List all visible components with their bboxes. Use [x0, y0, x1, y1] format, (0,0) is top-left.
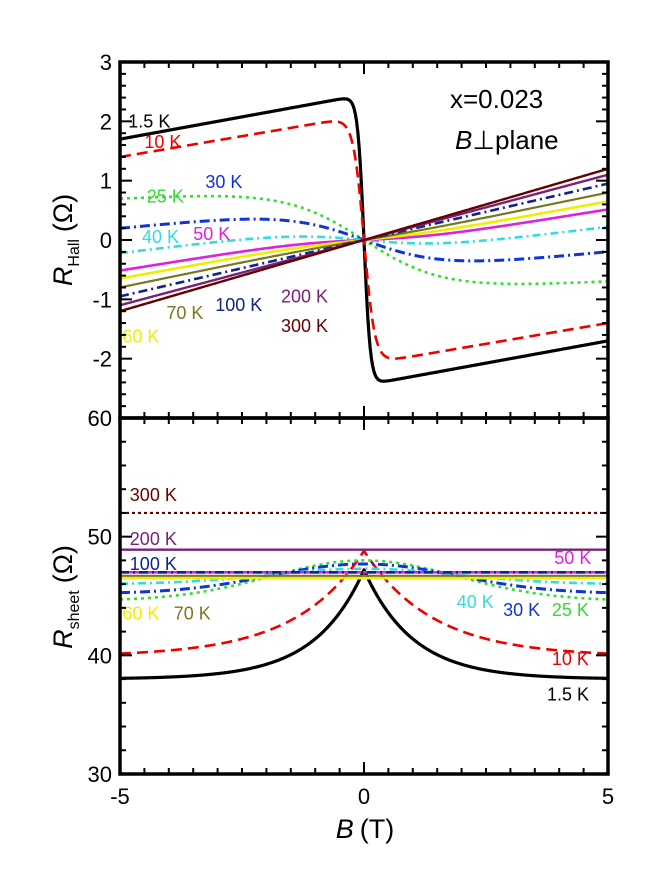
top-ytick-label: 0 [100, 228, 112, 253]
top-y-axis-label: RHall (Ω) [48, 194, 83, 286]
top-label-25k: 25 K [147, 187, 184, 207]
bottom-ytick-label: 30 [88, 762, 112, 787]
bottom-label-30k: 30 K [503, 600, 540, 620]
bottom-ytick-label: 40 [88, 643, 112, 668]
bottom-label-50k: 50 K [554, 548, 591, 568]
annotation-field-text: ⊥plane [472, 125, 558, 155]
bottom-label-70k: 70 K [174, 604, 211, 624]
plot-layer: 1.5 K10 K25 K30 K40 K 50 K60 K70 K 100 K 20… [88, 50, 615, 809]
bottom-ytick-label: 50 [88, 525, 112, 550]
top-y-axis-label-symbol: R [48, 267, 78, 287]
top-y-axis-label-subscript: Hall [66, 239, 83, 267]
bottom-series-25k [120, 559, 608, 601]
bottom-y-axis-label-symbol: R [48, 629, 78, 649]
bottom-xtick-label: 5 [602, 784, 614, 809]
top-y-axis-label-unit: (Ω) [48, 194, 78, 232]
top-label-60k: 60 K [122, 327, 159, 347]
bottom-series-15k [120, 568, 608, 680]
top-ytick-label: 3 [100, 50, 112, 75]
top-label-200k: 200 K [281, 286, 328, 306]
annotation-field: B⊥plane [455, 125, 559, 155]
top-ytick-label: 1 [100, 169, 112, 194]
bottom-label-10k: 10 K [552, 649, 589, 669]
bottom-xtick-label: -5 [110, 784, 130, 809]
top-label-40k: 40 K [142, 227, 179, 247]
x-axis-label: B (T) [336, 814, 395, 844]
bottom-label-200k: 200 K [130, 529, 177, 549]
bottom-y-axis-label: Rsheet (Ω) [48, 545, 83, 649]
bottom-label-60k: 60 K [122, 604, 159, 624]
top-series-300k [120, 167, 608, 313]
top-label-70k: 70 K [166, 303, 203, 323]
bottom-ytick-label: 60 [88, 406, 112, 431]
bottom-plot-area [120, 511, 608, 680]
top-label-50k: 50 K [193, 224, 230, 244]
bottom-label-300k: 300 K [130, 485, 177, 505]
top-plot-area [120, 97, 608, 383]
bottom-y-axis-label-unit: (Ω) [48, 545, 78, 583]
bottom-label-40k: 40 K [457, 592, 494, 612]
top-label-30k: 30 K [205, 172, 242, 192]
top-ytick-label: -2 [92, 347, 112, 372]
annotation-composition: x=0.023 [450, 84, 543, 114]
top-ytick-label: -1 [92, 287, 112, 312]
bottom-series-30k [120, 562, 608, 595]
bottom-y-axis-label-subscript: sheet [66, 590, 83, 630]
bottom-label-15k: 1.5 K [547, 684, 589, 704]
top-ytick-label: 2 [100, 109, 112, 134]
bottom-axes-frame [118, 416, 610, 776]
top-label-300k: 300 K [281, 316, 328, 336]
bottom-label-100k: 100 K [130, 554, 177, 574]
annotation-field-symbol: B [455, 125, 472, 155]
top-label-100k: 100 K [215, 295, 262, 315]
bottom-xtick-label: 0 [358, 784, 370, 809]
x-axis-label-unit: (T) [360, 814, 394, 844]
top-label-15k: 1.5 K [128, 111, 170, 131]
top-label-10k: 10 K [144, 132, 181, 152]
top-series-40k [120, 225, 608, 255]
x-axis-label-symbol: B [336, 814, 354, 844]
bottom-label-25k: 25 K [552, 600, 589, 620]
